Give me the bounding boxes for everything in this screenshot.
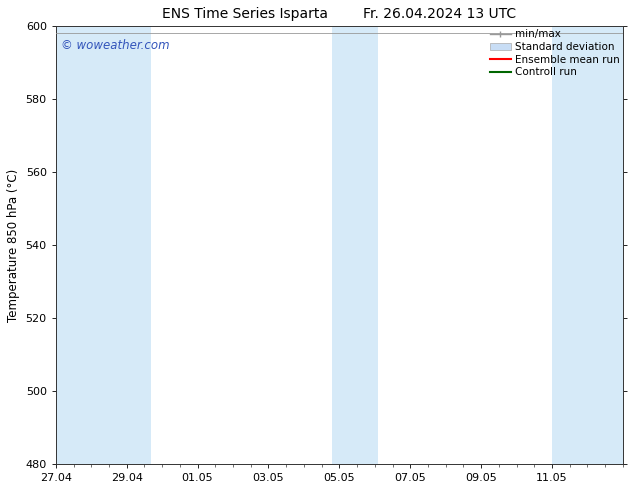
Text: © woweather.com: © woweather.com — [61, 39, 170, 52]
Y-axis label: Temperature 850 hPa (°C): Temperature 850 hPa (°C) — [7, 169, 20, 322]
Bar — [56, 26, 102, 464]
Bar — [332, 26, 378, 464]
Title: ENS Time Series Isparta        Fr. 26.04.2024 13 UTC: ENS Time Series Isparta Fr. 26.04.2024 1… — [162, 7, 517, 21]
Legend: min/max, Standard deviation, Ensemble mean run, Controll run: min/max, Standard deviation, Ensemble me… — [490, 29, 620, 77]
Bar — [552, 26, 623, 464]
Bar — [102, 26, 152, 464]
